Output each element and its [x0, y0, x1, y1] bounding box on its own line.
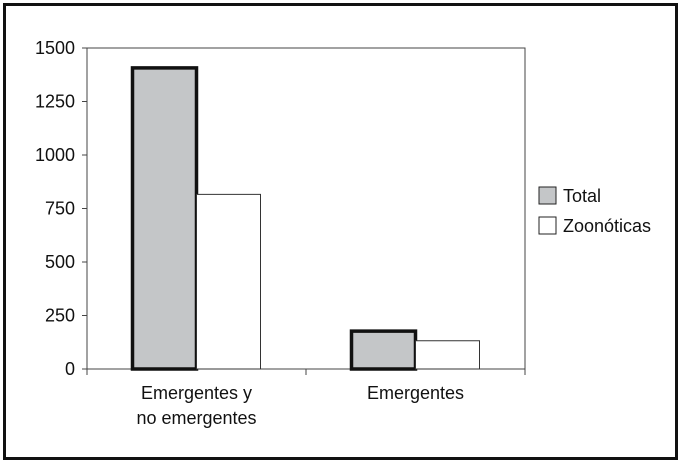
y-tick-label: 500	[45, 252, 75, 272]
category-label: Emergentes y no emergentes	[136, 383, 256, 428]
legend: Total Zoonóticas	[538, 186, 651, 236]
category-label-line: no emergentes	[136, 408, 256, 428]
y-axis: 0 250 500 750 1000 1250 1500	[35, 38, 87, 379]
category-label-line: Emergentes	[367, 383, 464, 403]
bars	[130, 66, 480, 371]
y-tick-label: 1000	[35, 145, 75, 165]
legend-label: Zoonóticas	[563, 216, 651, 236]
y-tick-label: 1500	[35, 38, 75, 58]
legend-label: Total	[563, 186, 601, 206]
category-label-line: Emergentes y	[141, 383, 252, 403]
x-axis: Emergentes y no emergentes Emergentes	[86, 369, 526, 428]
bar-total	[349, 329, 418, 371]
y-tick-label: 1250	[35, 92, 75, 112]
bar-zoonoticas	[196, 193, 261, 370]
category-label: Emergentes	[367, 383, 464, 403]
y-tick-label: 0	[65, 359, 75, 379]
legend-swatch	[538, 186, 557, 205]
y-tick-label: 250	[45, 306, 75, 326]
legend-swatch	[538, 216, 557, 235]
bar-total	[130, 66, 199, 371]
y-tick-label: 750	[45, 199, 75, 219]
bar-zoonoticas	[415, 340, 480, 370]
